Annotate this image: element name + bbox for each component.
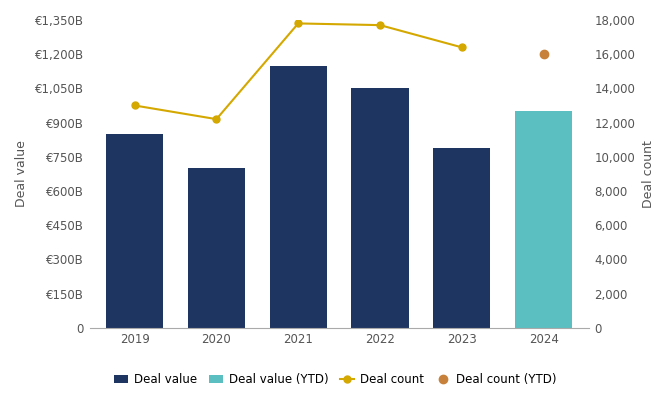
Bar <box>433 148 490 328</box>
Bar <box>188 168 245 328</box>
Y-axis label: Deal count: Deal count <box>642 140 655 208</box>
Legend: Deal value, Deal value (YTD), Deal count, Deal count (YTD): Deal value, Deal value (YTD), Deal count… <box>109 369 561 391</box>
Bar <box>106 134 163 328</box>
Bar <box>515 111 572 328</box>
Bar <box>351 89 409 328</box>
Bar <box>269 66 327 328</box>
Y-axis label: Deal value: Deal value <box>15 141 28 207</box>
